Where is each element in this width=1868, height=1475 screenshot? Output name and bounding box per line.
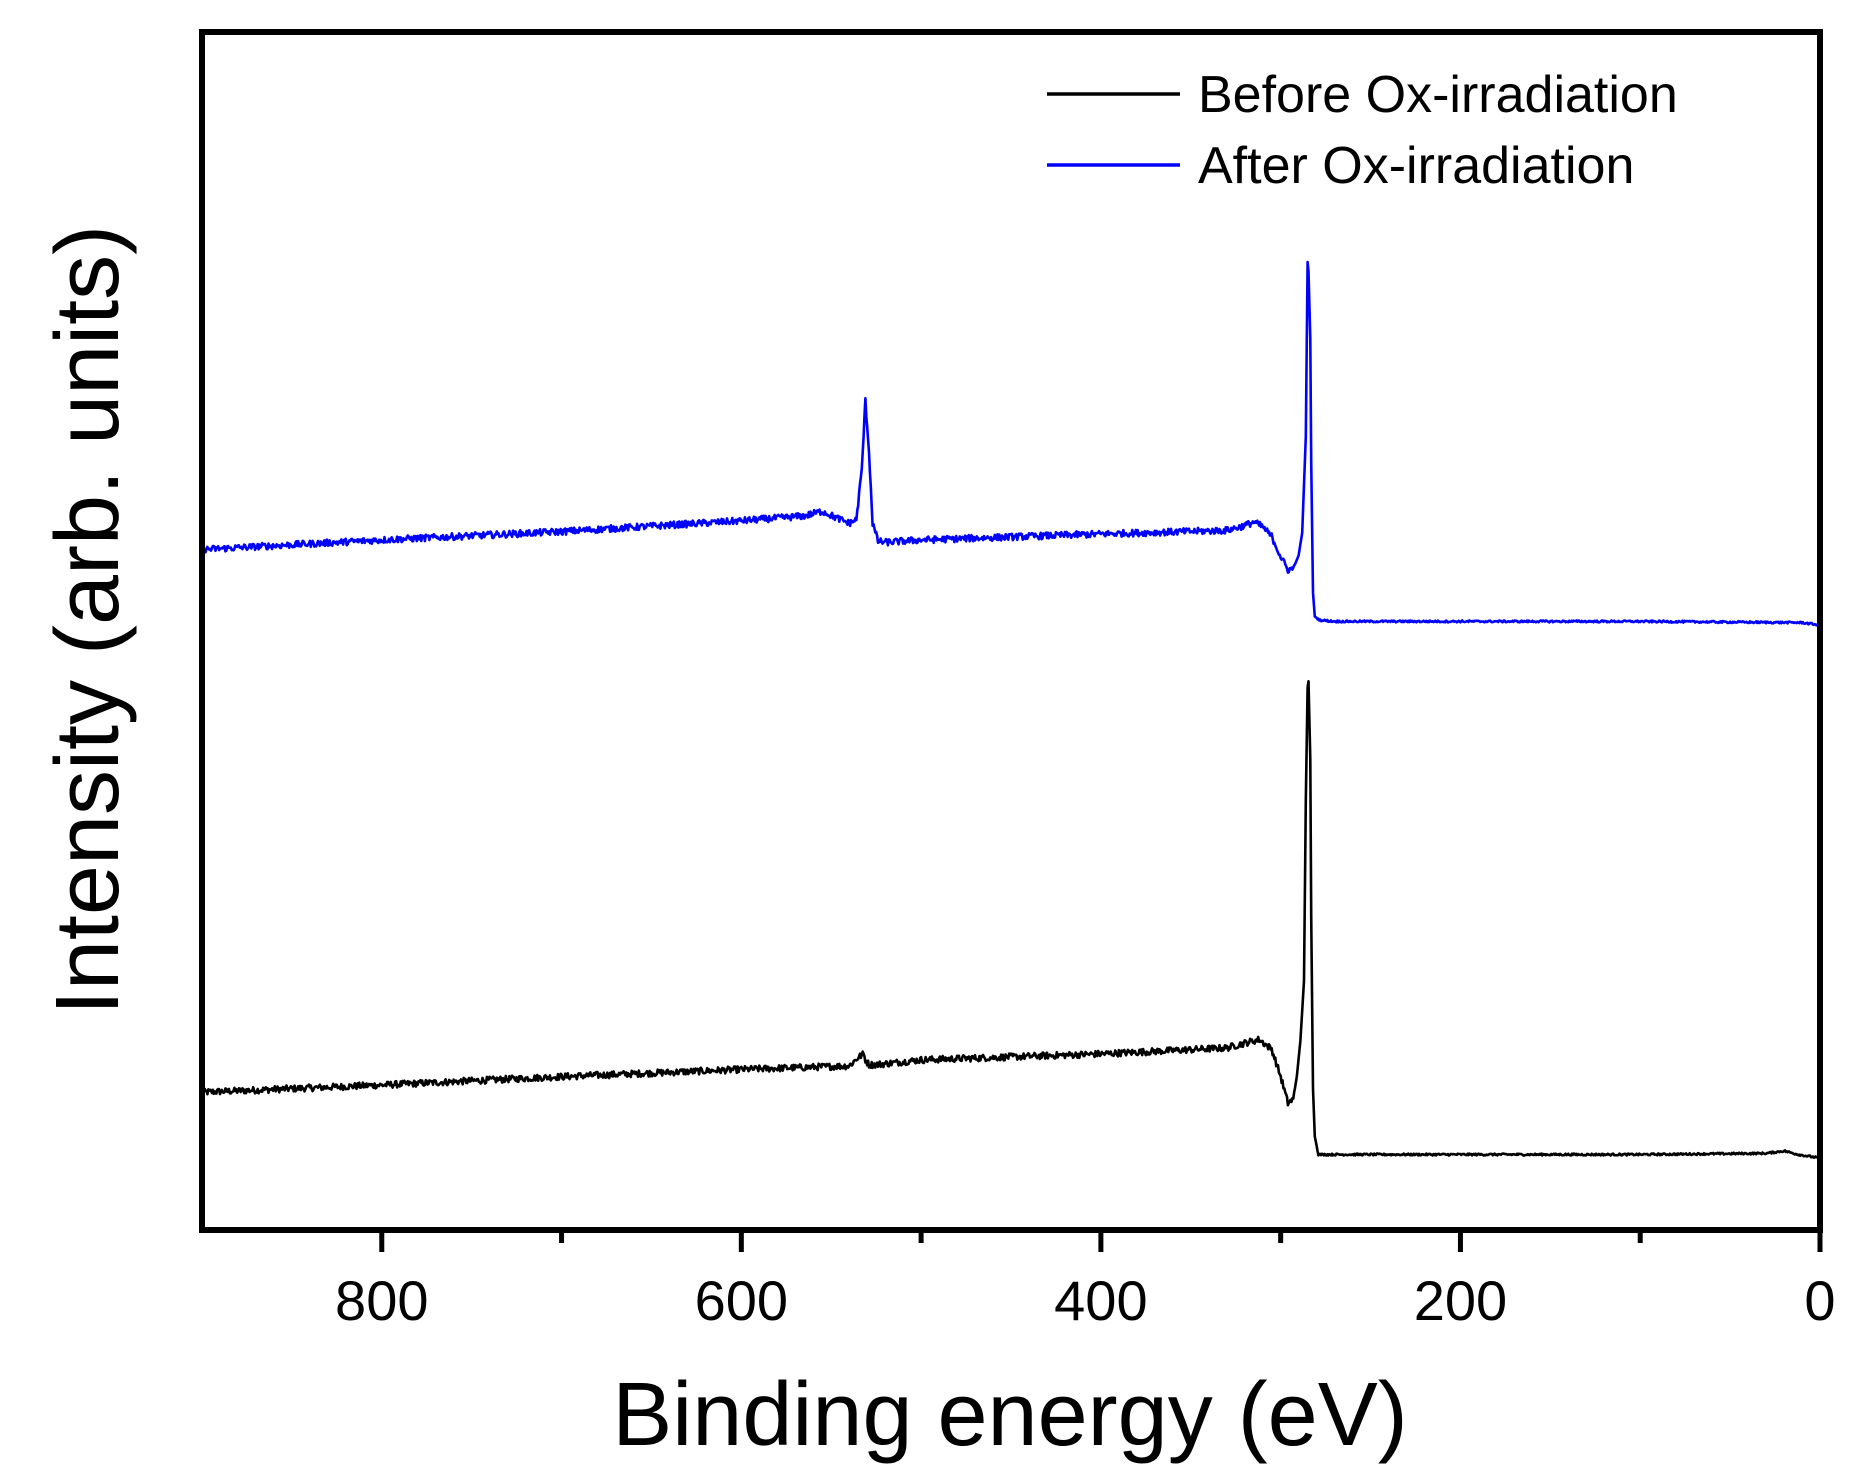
x-tick-label-800: 800 <box>335 1269 428 1332</box>
legend-label-after-ox-irradiation: After Ox-irradiation <box>1198 137 1634 195</box>
x-axis-title: Binding energy (eV) <box>612 1365 1407 1465</box>
x-tick-label-400: 400 <box>1054 1269 1147 1332</box>
x-tick-label-600: 600 <box>695 1269 788 1332</box>
legend: Before Ox-irradiation After Ox-irradiatio… <box>1047 66 1678 195</box>
legend-label-before-ox-irradiation: Before Ox-irradiation <box>1198 66 1678 124</box>
x-tick-label-200: 200 <box>1414 1269 1507 1332</box>
series-layer <box>200 260 1821 1160</box>
axes-layer: 800 600 400 200 0 <box>199 29 1836 1332</box>
plot-frame <box>199 29 1823 1233</box>
series-line-after-ox-irradiation <box>200 260 1821 627</box>
series-line-before-ox-irradiation <box>200 680 1821 1160</box>
x-tick-label-0: 0 <box>1804 1269 1835 1332</box>
y-axis-title: Intensity (arb. units) <box>38 225 138 1015</box>
